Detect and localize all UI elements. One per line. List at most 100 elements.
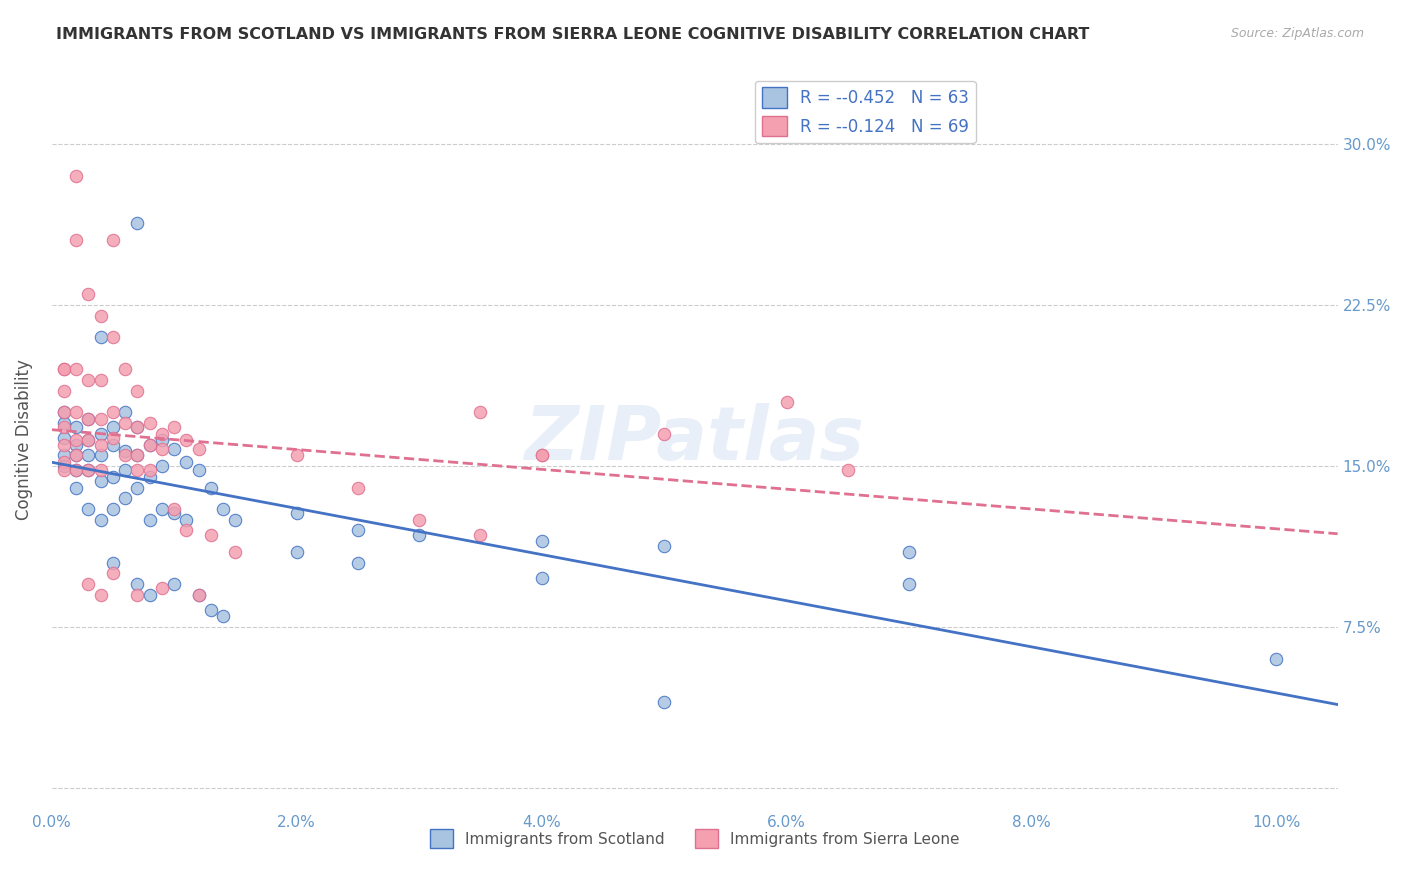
Point bbox=[285, 506, 308, 520]
Point bbox=[90, 588, 112, 602]
Point bbox=[150, 458, 173, 473]
Point bbox=[101, 566, 124, 581]
Point bbox=[470, 528, 492, 542]
Point bbox=[90, 463, 112, 477]
Point bbox=[470, 405, 492, 419]
Point bbox=[138, 513, 160, 527]
Point bbox=[224, 545, 246, 559]
Point bbox=[77, 411, 100, 425]
Point bbox=[90, 373, 112, 387]
Point bbox=[1265, 652, 1288, 666]
Point bbox=[837, 463, 859, 477]
Point bbox=[101, 437, 124, 451]
Point bbox=[127, 448, 149, 462]
Point bbox=[138, 463, 160, 477]
Point bbox=[114, 491, 136, 506]
Point bbox=[138, 437, 160, 451]
Point bbox=[90, 330, 112, 344]
Point bbox=[65, 434, 87, 448]
Point bbox=[114, 405, 136, 419]
Point bbox=[347, 481, 370, 495]
Point bbox=[77, 373, 100, 387]
Point bbox=[65, 463, 87, 477]
Text: IMMIGRANTS FROM SCOTLAND VS IMMIGRANTS FROM SIERRA LEONE COGNITIVE DISABILITY CO: IMMIGRANTS FROM SCOTLAND VS IMMIGRANTS F… bbox=[56, 27, 1090, 42]
Point bbox=[101, 420, 124, 434]
Point bbox=[101, 502, 124, 516]
Point bbox=[77, 463, 100, 477]
Point bbox=[53, 362, 76, 376]
Legend: Immigrants from Scotland, Immigrants from Sierra Leone: Immigrants from Scotland, Immigrants fro… bbox=[423, 823, 966, 854]
Point bbox=[127, 216, 149, 230]
Point bbox=[77, 287, 100, 301]
Point bbox=[652, 695, 675, 709]
Point bbox=[101, 405, 124, 419]
Point bbox=[114, 444, 136, 458]
Text: ZIPatlas: ZIPatlas bbox=[524, 402, 865, 475]
Point bbox=[127, 588, 149, 602]
Point bbox=[90, 411, 112, 425]
Point bbox=[65, 169, 87, 183]
Point bbox=[65, 420, 87, 434]
Point bbox=[530, 534, 553, 549]
Point bbox=[65, 437, 87, 451]
Point bbox=[90, 513, 112, 527]
Point bbox=[90, 448, 112, 462]
Point bbox=[53, 362, 76, 376]
Point bbox=[53, 420, 76, 434]
Point bbox=[187, 588, 209, 602]
Point bbox=[163, 442, 186, 456]
Point bbox=[150, 502, 173, 516]
Point bbox=[163, 420, 186, 434]
Point bbox=[77, 411, 100, 425]
Point bbox=[90, 437, 112, 451]
Point bbox=[530, 448, 553, 462]
Point bbox=[90, 426, 112, 441]
Point bbox=[187, 588, 209, 602]
Point bbox=[53, 458, 76, 473]
Point bbox=[101, 330, 124, 344]
Point bbox=[285, 545, 308, 559]
Point bbox=[200, 481, 222, 495]
Point bbox=[138, 588, 160, 602]
Point bbox=[114, 416, 136, 430]
Point bbox=[200, 528, 222, 542]
Point bbox=[652, 426, 675, 441]
Point bbox=[53, 405, 76, 419]
Point bbox=[114, 362, 136, 376]
Point bbox=[163, 502, 186, 516]
Point bbox=[53, 448, 76, 462]
Point bbox=[150, 434, 173, 448]
Point bbox=[200, 603, 222, 617]
Point bbox=[127, 384, 149, 398]
Point bbox=[65, 481, 87, 495]
Point bbox=[163, 506, 186, 520]
Point bbox=[65, 362, 87, 376]
Point bbox=[530, 571, 553, 585]
Point bbox=[127, 481, 149, 495]
Y-axis label: Cognitive Disability: Cognitive Disability bbox=[15, 359, 32, 520]
Point bbox=[127, 577, 149, 591]
Point bbox=[77, 434, 100, 448]
Point bbox=[114, 448, 136, 462]
Point bbox=[775, 394, 797, 409]
Point bbox=[65, 405, 87, 419]
Point bbox=[127, 420, 149, 434]
Point bbox=[408, 528, 430, 542]
Point bbox=[101, 556, 124, 570]
Point bbox=[65, 234, 87, 248]
Point bbox=[138, 416, 160, 430]
Point bbox=[187, 442, 209, 456]
Point bbox=[176, 455, 198, 469]
Point bbox=[187, 463, 209, 477]
Point bbox=[347, 556, 370, 570]
Point bbox=[150, 442, 173, 456]
Point bbox=[150, 426, 173, 441]
Point bbox=[212, 609, 235, 624]
Point bbox=[530, 448, 553, 462]
Point bbox=[101, 234, 124, 248]
Point bbox=[65, 463, 87, 477]
Point bbox=[53, 416, 76, 430]
Point bbox=[138, 469, 160, 483]
Point bbox=[101, 431, 124, 445]
Point bbox=[652, 539, 675, 553]
